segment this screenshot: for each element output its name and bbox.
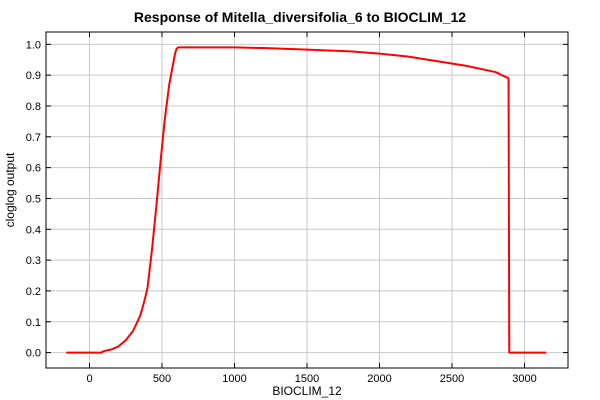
y-tick-label: 0.4 [26, 224, 41, 236]
y-tick-label: 0.0 [26, 348, 41, 360]
series-layer [66, 46, 547, 354]
y-axis-label: cloglog output [3, 152, 17, 228]
x-tick-label: 1000 [222, 373, 246, 385]
y-tick-label: 0.1 [26, 317, 41, 329]
y-tick-label: 0.3 [26, 255, 41, 267]
ticks: 0 500 1000 1500 2000 2500 3000 0.0 0.1 0.2 0.3 0.4 0… [26, 32, 568, 385]
y-tick-label: 1.0 [26, 39, 41, 51]
y-tick-label: 0.9 [26, 70, 41, 82]
x-axis-label: BIOCLIM_12 [272, 384, 342, 398]
x-tick-label: 500 [153, 373, 171, 385]
y-tick-label: 0.6 [26, 163, 41, 175]
chart-title: Response of Mitella_diversifolia_6 to BI… [133, 9, 467, 25]
x-tick-label: 3000 [512, 373, 536, 385]
grid [46, 32, 568, 368]
x-tick-label: 2000 [367, 373, 391, 385]
y-tick-label: 0.2 [26, 286, 41, 298]
y-tick-label: 0.8 [26, 101, 41, 113]
y-tick-label: 0.5 [26, 193, 41, 205]
x-tick-label: 2500 [440, 373, 464, 385]
x-tick-label: 1500 [295, 373, 319, 385]
x-tick-label: 0 [86, 373, 92, 385]
y-tick-label: 0.7 [26, 132, 41, 144]
series-line [66, 46, 547, 354]
